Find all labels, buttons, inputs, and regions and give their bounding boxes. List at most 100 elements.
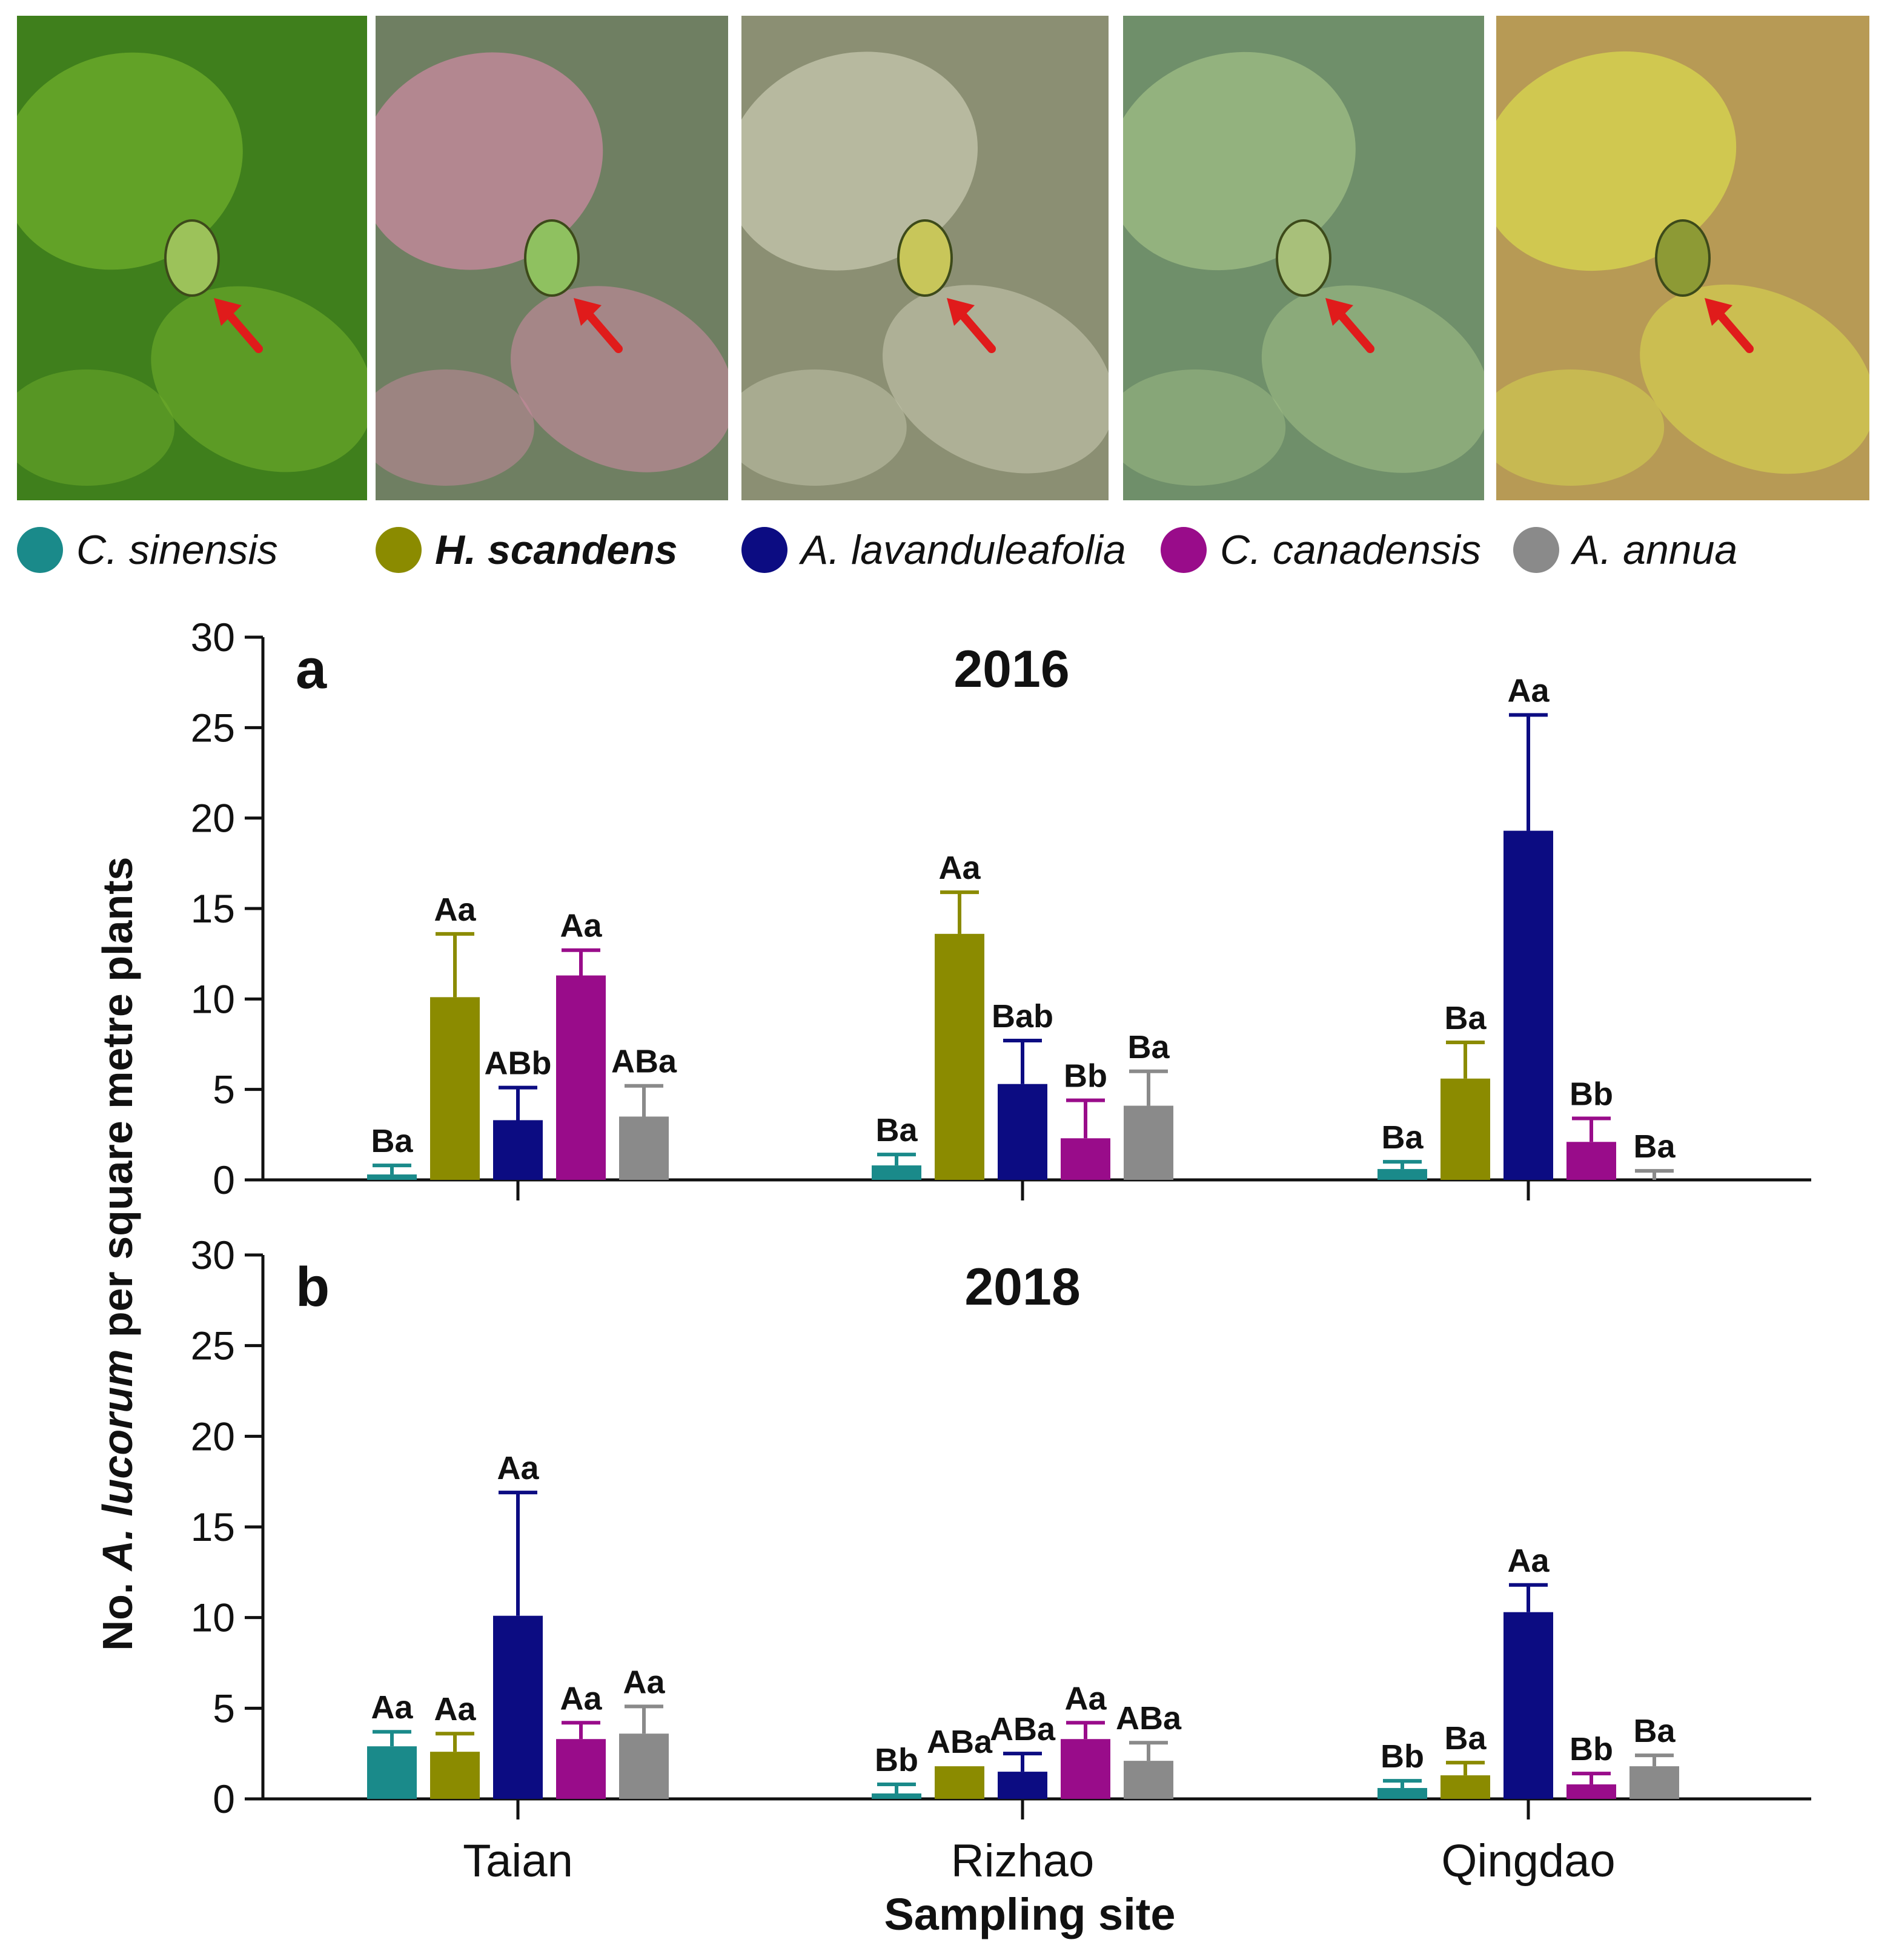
photo-h-scandens-image [376, 16, 728, 500]
legend-label: C. canadensis [1220, 527, 1481, 573]
bar [1440, 1775, 1490, 1799]
insect-shape [164, 219, 220, 297]
chart-area: No. A. lucorum per square metre plants S… [0, 600, 1893, 1960]
legend: C. sinensis H. scandens A. lavanduleafolia… [17, 520, 1878, 580]
x-tick-label: Rizhao [951, 1835, 1095, 1887]
photo-c-canadensis [1123, 16, 1484, 500]
legend-item: A. annua [1513, 520, 1737, 580]
insect-shape [897, 219, 953, 297]
bar [935, 1766, 984, 1799]
data-label: Bb [1381, 1738, 1424, 1775]
x-tick-label: Qingdao [1441, 1835, 1615, 1887]
bar [1124, 1105, 1173, 1180]
data-label: Aa [1507, 1543, 1550, 1579]
data-label: Aa [560, 908, 602, 944]
legend-label: H. scandens [435, 527, 678, 573]
y-axis-title-species: A. lucorum [94, 1349, 141, 1572]
data-label: Ba [1444, 1000, 1487, 1036]
photo-h-scandens [376, 16, 728, 500]
bar [367, 1746, 417, 1799]
legend-label: C. sinensis [76, 527, 278, 573]
data-label: Aa [434, 1691, 476, 1727]
data-label: ABa [1116, 1700, 1182, 1737]
photo-a-lavanduleafolia-image [741, 16, 1109, 500]
data-label: Bb [1064, 1058, 1107, 1094]
legend-item: C. canadensis [1161, 520, 1481, 580]
y-axis-title-suffix: per square metre plants [94, 857, 141, 1349]
y-tick-label: 5 [213, 1067, 235, 1112]
data-label: Aa [1064, 1680, 1107, 1717]
bar [1124, 1761, 1173, 1799]
y-tick-label: 30 [191, 1233, 235, 1277]
data-label: Bab [992, 998, 1053, 1035]
photo-c-canadensis-image [1123, 16, 1484, 500]
bar [1377, 1788, 1427, 1799]
y-tick-label: 5 [213, 1686, 235, 1730]
data-label: Aa [623, 1664, 665, 1700]
y-tick-label: 30 [191, 615, 235, 660]
data-label: Aa [497, 1450, 539, 1486]
legend-label: A. annua [1573, 527, 1738, 573]
bar [1503, 1612, 1553, 1799]
chart-svg: No. A. lucorum per square metre plants S… [94, 615, 1811, 1939]
y-axis-title: No. A. lucorum per square metre plants [94, 857, 141, 1651]
bar [998, 1772, 1047, 1799]
y-tick-label: 15 [191, 886, 235, 931]
data-label: Ba [1444, 1720, 1487, 1756]
data-label: ABa [927, 1724, 993, 1760]
bar [1440, 1078, 1490, 1180]
bar [619, 1116, 669, 1180]
bar [556, 1739, 606, 1799]
data-label: Ba [1127, 1029, 1170, 1065]
legend-label: A. lavanduleafolia [801, 527, 1126, 573]
chart-panel-b: 0 5 10 15 20 25 30 Taian Rizhao Qingdao b 2018 Aa Bb B… [191, 1233, 1811, 1887]
legend-swatch [741, 527, 787, 573]
bar [998, 1084, 1047, 1180]
bar [872, 1165, 921, 1180]
y-tick-label: 10 [191, 976, 235, 1021]
bar [872, 1793, 921, 1799]
data-label: Bb [1570, 1731, 1613, 1767]
photo-c-sinensis-image [17, 16, 367, 500]
data-label: Aa [371, 1689, 413, 1726]
bar [430, 997, 480, 1180]
data-label: Aa [560, 1680, 602, 1717]
data-label: Ba [1633, 1713, 1676, 1749]
data-label: Ba [875, 1112, 918, 1148]
legend-swatch [376, 527, 422, 573]
data-label: Ba [1633, 1128, 1676, 1165]
panel-letter: b [296, 1256, 330, 1318]
legend-item: C. sinensis [17, 520, 278, 580]
bar [1377, 1169, 1427, 1180]
bar [556, 975, 606, 1180]
data-label: Ba [1381, 1119, 1424, 1156]
y-tick-label: 10 [191, 1595, 235, 1640]
data-label: ABa [611, 1044, 677, 1080]
data-label: Aa [938, 850, 981, 886]
insect-shape [524, 219, 580, 297]
bar [1503, 830, 1553, 1180]
insect-shape [1276, 219, 1331, 297]
data-label: ABb [485, 1045, 552, 1082]
bar [1061, 1739, 1110, 1799]
legend-swatch [17, 527, 63, 573]
bar [367, 1174, 417, 1180]
panel-letter: a [296, 638, 327, 700]
x-tick-label: Taian [463, 1835, 573, 1887]
y-tick-label: 20 [191, 1414, 235, 1458]
y-tick-label: 0 [213, 1776, 235, 1821]
legend-swatch [1513, 527, 1559, 573]
data-label: Aa [434, 892, 476, 928]
legend-swatch [1161, 527, 1207, 573]
bar [493, 1120, 543, 1180]
data-label: Bb [875, 1742, 918, 1778]
chart-panel-a: 0 5 10 15 20 25 30 a 2016 Ba Ba Ba Aa Aa Ba ABb Bab Aa Aa B… [191, 615, 1811, 1202]
y-tick-label: 25 [191, 1323, 235, 1368]
chart-title: 2016 [953, 640, 1069, 698]
photo-strip [17, 16, 1878, 500]
y-tick-label: 15 [191, 1505, 235, 1549]
photo-a-annua-image [1496, 16, 1869, 500]
photo-c-sinensis [17, 16, 367, 500]
photo-a-annua [1496, 16, 1869, 500]
y-tick-label: 25 [191, 705, 235, 750]
